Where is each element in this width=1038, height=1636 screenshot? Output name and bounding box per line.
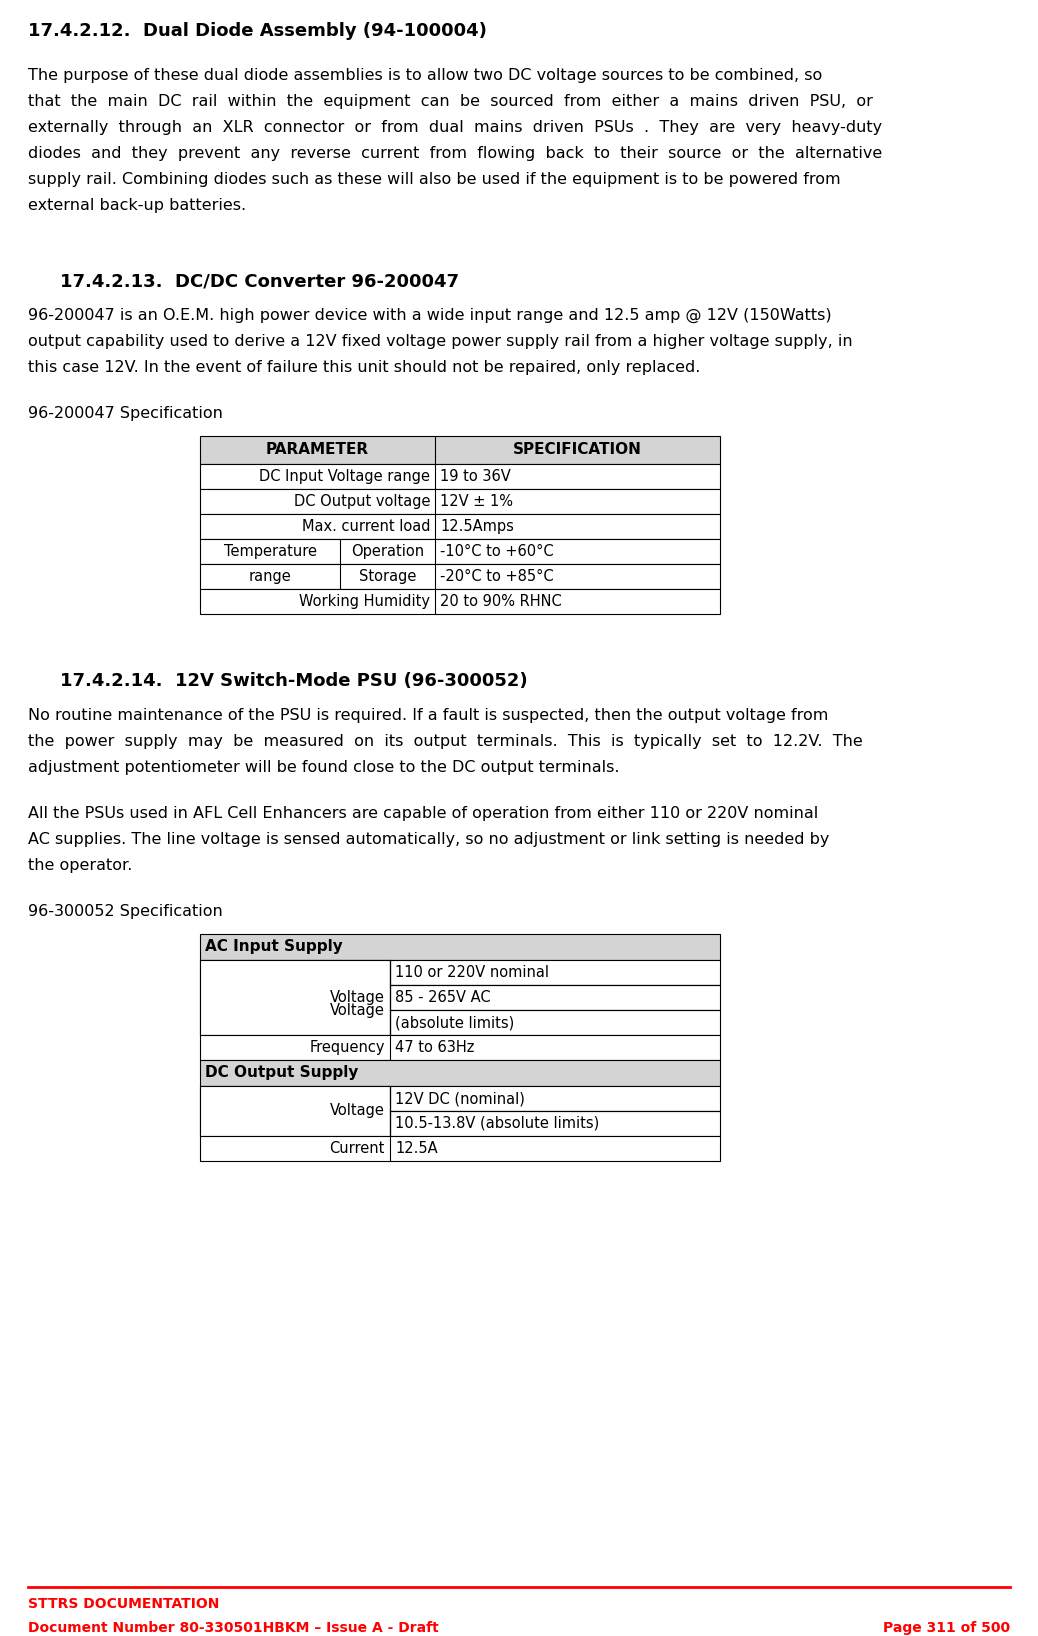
- Text: Voltage: Voltage: [330, 1104, 385, 1119]
- Text: Operation: Operation: [351, 545, 425, 560]
- Bar: [200, 514, 720, 538]
- Text: 12.5A: 12.5A: [395, 1140, 438, 1157]
- Bar: [200, 960, 720, 985]
- Text: All the PSUs used in AFL Cell Enhancers are capable of operation from either 110: All the PSUs used in AFL Cell Enhancers …: [28, 807, 818, 821]
- Text: Max. current load: Max. current load: [301, 519, 430, 533]
- Text: Voltage: Voltage: [330, 1003, 385, 1018]
- Text: 19 to 36V: 19 to 36V: [440, 470, 511, 484]
- Text: DC Output Supply: DC Output Supply: [204, 1065, 358, 1080]
- Text: 96-200047 Specification: 96-200047 Specification: [28, 406, 223, 420]
- Text: externally  through  an  XLR  connector  or  from  dual  mains  driven  PSUs  . : externally through an XLR connector or f…: [28, 119, 882, 136]
- Text: external back-up batteries.: external back-up batteries.: [28, 198, 246, 213]
- Text: Voltage: Voltage: [330, 990, 385, 1005]
- Text: that  the  main  DC  rail  within  the  equipment  can  be  sourced  from  eithe: that the main DC rail within the equipme…: [28, 93, 873, 110]
- Text: STTRS DOCUMENTATION: STTRS DOCUMENTATION: [28, 1597, 219, 1611]
- Bar: [200, 1135, 720, 1162]
- Bar: [200, 437, 720, 465]
- Bar: [200, 564, 720, 589]
- Bar: [200, 1086, 720, 1111]
- Bar: [200, 985, 720, 1009]
- Text: -20°C to +85°C: -20°C to +85°C: [440, 569, 553, 584]
- Text: adjustment potentiometer will be found close to the DC output terminals.: adjustment potentiometer will be found c…: [28, 761, 620, 775]
- Bar: [200, 538, 720, 564]
- Text: Frequency: Frequency: [309, 1040, 385, 1055]
- Text: 47 to 63Hz: 47 to 63Hz: [395, 1040, 474, 1055]
- Text: No routine maintenance of the PSU is required. If a fault is suspected, then the: No routine maintenance of the PSU is req…: [28, 708, 828, 723]
- Bar: [200, 1060, 720, 1086]
- Text: output capability used to derive a 12V fixed voltage power supply rail from a hi: output capability used to derive a 12V f…: [28, 334, 852, 348]
- Text: Temperature: Temperature: [223, 545, 317, 560]
- Bar: [200, 1086, 390, 1135]
- Text: Current: Current: [330, 1140, 385, 1157]
- Text: DC Output voltage: DC Output voltage: [294, 494, 430, 509]
- Bar: [200, 1009, 720, 1036]
- Text: PARAMETER: PARAMETER: [266, 442, 370, 458]
- Text: 110 or 220V nominal: 110 or 220V nominal: [395, 965, 549, 980]
- Text: 96-200047 is an O.E.M. high power device with a wide input range and 12.5 amp @ : 96-200047 is an O.E.M. high power device…: [28, 308, 831, 324]
- Text: 20 to 90% RHNC: 20 to 90% RHNC: [440, 594, 562, 609]
- Text: SPECIFICATION: SPECIFICATION: [513, 442, 641, 458]
- Text: DC Input Voltage range: DC Input Voltage range: [260, 470, 430, 484]
- Text: range: range: [249, 569, 292, 584]
- Bar: [200, 1111, 720, 1135]
- Text: the  power  supply  may  be  measured  on  its  output  terminals.  This  is  ty: the power supply may be measured on its …: [28, 735, 863, 749]
- Text: 85 - 265V AC: 85 - 265V AC: [395, 990, 491, 1005]
- Text: supply rail. Combining diodes such as these will also be used if the equipment i: supply rail. Combining diodes such as th…: [28, 172, 841, 187]
- Text: AC supplies. The line voltage is sensed automatically, so no adjustment or link : AC supplies. The line voltage is sensed …: [28, 833, 829, 847]
- Text: -10°C to +60°C: -10°C to +60°C: [440, 545, 553, 560]
- Text: Page 311 of 500: Page 311 of 500: [883, 1621, 1010, 1634]
- Text: 12.5Amps: 12.5Amps: [440, 519, 514, 533]
- Text: AC Input Supply: AC Input Supply: [204, 939, 343, 954]
- Text: the operator.: the operator.: [28, 857, 133, 874]
- Bar: [200, 1036, 720, 1060]
- Text: The purpose of these dual diode assemblies is to allow two DC voltage sources to: The purpose of these dual diode assembli…: [28, 69, 822, 83]
- Bar: [200, 589, 720, 614]
- Text: (absolute limits): (absolute limits): [395, 1014, 514, 1031]
- Text: 12V ± 1%: 12V ± 1%: [440, 494, 513, 509]
- Text: Storage: Storage: [359, 569, 416, 584]
- Bar: [200, 489, 720, 514]
- Bar: [200, 465, 720, 489]
- Text: 17.4.2.13.  DC/DC Converter 96-200047: 17.4.2.13. DC/DC Converter 96-200047: [60, 272, 459, 290]
- Bar: [200, 934, 720, 960]
- Text: this case 12V. In the event of failure this unit should not be repaired, only re: this case 12V. In the event of failure t…: [28, 360, 701, 375]
- Text: Working Humidity: Working Humidity: [299, 594, 430, 609]
- Bar: [200, 960, 390, 1036]
- Text: 12V DC (nominal): 12V DC (nominal): [395, 1091, 525, 1106]
- Text: 96-300052 Specification: 96-300052 Specification: [28, 905, 223, 919]
- Text: 10.5-13.8V (absolute limits): 10.5-13.8V (absolute limits): [395, 1116, 599, 1130]
- Text: 17.4.2.12.  Dual Diode Assembly (94-100004): 17.4.2.12. Dual Diode Assembly (94-10000…: [28, 21, 487, 39]
- Text: 17.4.2.14.  12V Switch-Mode PSU (96-300052): 17.4.2.14. 12V Switch-Mode PSU (96-30005…: [60, 672, 527, 690]
- Text: diodes  and  they  prevent  any  reverse  current  from  flowing  back  to  thei: diodes and they prevent any reverse curr…: [28, 146, 882, 160]
- Text: Document Number 80-330501HBKM – Issue A - Draft: Document Number 80-330501HBKM – Issue A …: [28, 1621, 439, 1634]
